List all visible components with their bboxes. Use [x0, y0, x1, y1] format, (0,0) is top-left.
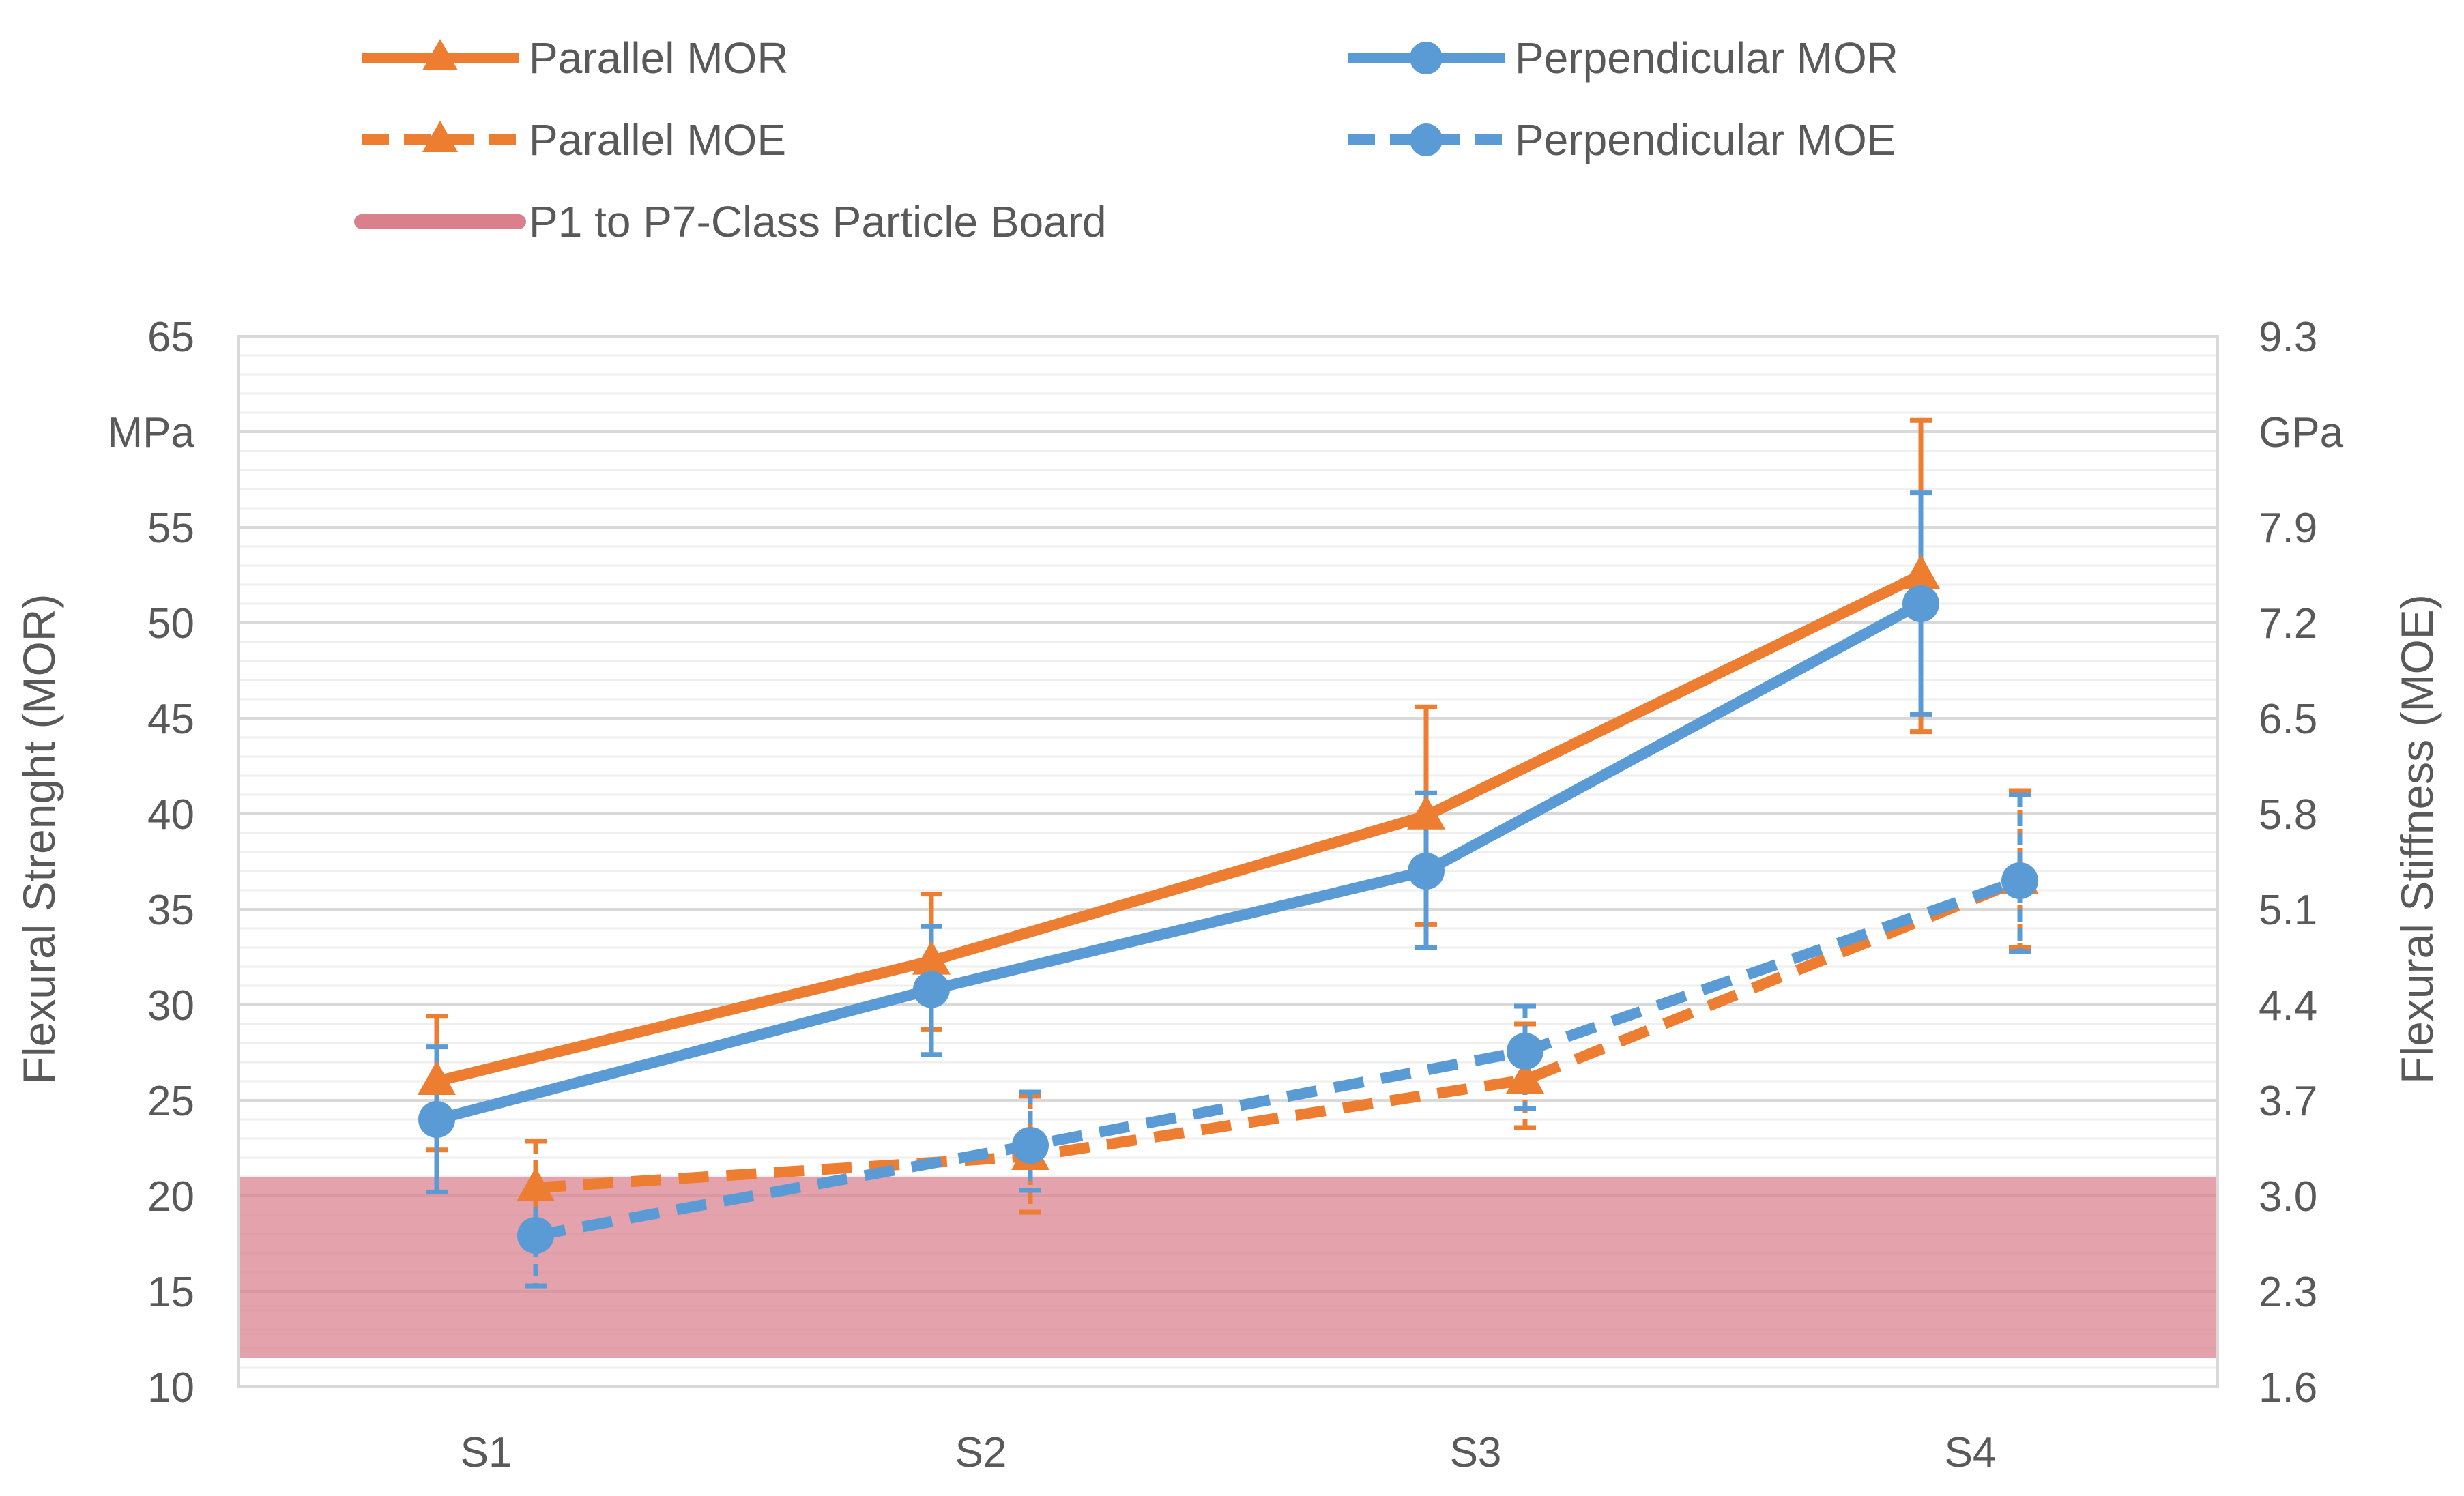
left-axis-label: Flexural Strenght (MOR) [14, 594, 64, 1085]
right-tick-label: 7.9 [2259, 505, 2317, 552]
data-point [1902, 585, 1939, 622]
right-tick-label: 5.1 [2259, 887, 2317, 934]
right-tick-label: 3.0 [2259, 1173, 2317, 1220]
legend-label: P1 to P7-Class Particle Board [529, 197, 1107, 246]
left-tick-label: 55 [147, 505, 194, 552]
right-tick-label: 9.3 [2259, 314, 2317, 361]
x-tick-label: S3 [1450, 1429, 1502, 1476]
right-axis-ticks: 9.3 GPa 7.9 7.2 6.5 5.8 5.1 4.4 3.7 3.0 2.3 1.6 [2259, 314, 2344, 1411]
data-point [1507, 1033, 1543, 1070]
x-tick-label: S2 [955, 1429, 1007, 1476]
left-tick-label: 50 [147, 600, 194, 647]
right-tick-label: 4.4 [2259, 982, 2317, 1029]
data-point [1408, 853, 1445, 890]
data-point [1506, 1059, 1544, 1094]
legend-swatch-marker [1410, 42, 1443, 74]
left-tick-label: 30 [147, 982, 194, 1029]
series-lines [435, 570, 2022, 1241]
data-point [418, 1101, 455, 1138]
left-tick-label: 25 [147, 1078, 194, 1125]
data-point [1012, 1127, 1049, 1164]
right-tick-label: 3.7 [2259, 1078, 2317, 1125]
right-tick-label: 2.3 [2259, 1269, 2317, 1316]
right-tick-label: GPa [2259, 409, 2344, 456]
left-tick-label: 45 [147, 696, 194, 743]
x-axis-ticks: S1 S2 S3 S4 [461, 1429, 1997, 1476]
data-point [1902, 555, 1940, 589]
series-markers [418, 555, 2039, 1254]
left-tick-label: 10 [147, 1364, 194, 1411]
legend-label: Perpendicular MOE [1515, 115, 1896, 164]
legend-swatch-marker [1410, 123, 1443, 156]
left-tick-label: 15 [147, 1269, 194, 1316]
series-line [435, 598, 1924, 1125]
right-tick-label: 5.8 [2259, 791, 2317, 838]
right-tick-label: 1.6 [2259, 1364, 2317, 1411]
legend-label: Perpendicular MOR [1515, 33, 1898, 83]
left-tick-label: 35 [147, 887, 194, 934]
left-axis-ticks: 65 MPa 55 50 45 40 35 30 25 20 15 10 [108, 314, 195, 1411]
x-tick-label: S4 [1945, 1429, 1997, 1476]
particle-board-band [239, 1177, 2218, 1358]
legend-swatch-marker [422, 121, 458, 152]
left-tick-label: 40 [147, 791, 194, 838]
data-point [1407, 795, 1445, 830]
data-point [2001, 862, 2038, 899]
left-tick-label: MPa [108, 409, 195, 456]
right-tick-label: 7.2 [2259, 600, 2317, 647]
left-tick-label: 65 [147, 314, 194, 361]
series-line [435, 570, 1924, 1087]
data-point [912, 940, 951, 975]
error-bars [426, 417, 2031, 1289]
data-point [418, 1061, 456, 1095]
right-tick-label: 6.5 [2259, 696, 2317, 743]
series-line [534, 875, 2022, 1241]
series-line [535, 875, 2022, 1193]
right-axis-label: Flexural Stiffness (MOE) [2392, 594, 2442, 1084]
data-point [517, 1167, 555, 1201]
legend-label: Parallel MOR [529, 33, 789, 83]
reference-band [239, 1177, 2218, 1358]
legend-swatch-marker [422, 39, 458, 70]
data-point [913, 971, 950, 1008]
legend-label: Parallel MOE [529, 115, 786, 164]
plot-area-frame [237, 335, 2219, 1388]
data-point [517, 1217, 554, 1254]
legend: Parallel MOR Perpendicular MOR Parallel MO… [354, 33, 1898, 246]
left-tick-label: 20 [147, 1173, 194, 1220]
x-tick-label: S1 [461, 1429, 512, 1476]
